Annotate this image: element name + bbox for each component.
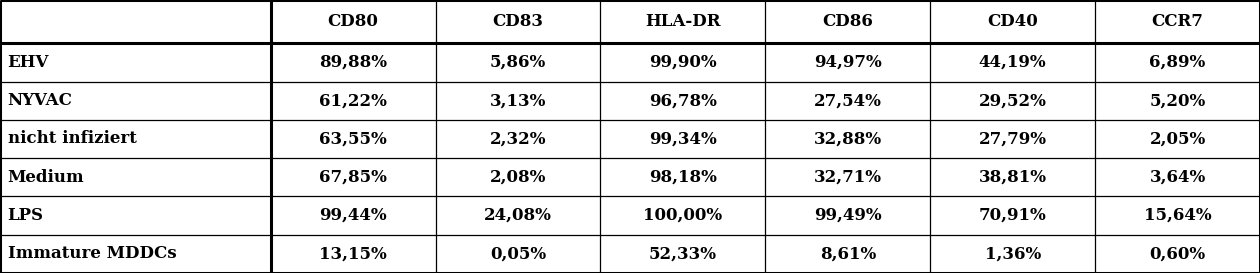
- Text: 6,89%: 6,89%: [1149, 54, 1206, 71]
- Text: CD80: CD80: [328, 13, 378, 30]
- Text: CD86: CD86: [823, 13, 873, 30]
- Text: Immature MDDCs: Immature MDDCs: [8, 245, 176, 262]
- Text: 52,33%: 52,33%: [649, 245, 717, 262]
- Text: 99,90%: 99,90%: [649, 54, 717, 71]
- Text: 98,18%: 98,18%: [649, 169, 717, 186]
- Text: 13,15%: 13,15%: [319, 245, 387, 262]
- Text: 5,20%: 5,20%: [1149, 92, 1206, 109]
- Text: Medium: Medium: [8, 169, 84, 186]
- Text: 100,00%: 100,00%: [644, 207, 722, 224]
- Text: 32,71%: 32,71%: [814, 169, 882, 186]
- Text: NYVAC: NYVAC: [8, 92, 72, 109]
- Text: 99,34%: 99,34%: [649, 130, 717, 147]
- Text: CCR7: CCR7: [1152, 13, 1203, 30]
- Text: 44,19%: 44,19%: [979, 54, 1047, 71]
- Text: 63,55%: 63,55%: [319, 130, 387, 147]
- Text: 5,86%: 5,86%: [490, 54, 546, 71]
- Text: nicht infiziert: nicht infiziert: [8, 130, 136, 147]
- Text: CD40: CD40: [988, 13, 1038, 30]
- Text: 3,13%: 3,13%: [490, 92, 546, 109]
- Text: 2,05%: 2,05%: [1149, 130, 1206, 147]
- Text: 27,79%: 27,79%: [979, 130, 1047, 147]
- Text: 0,05%: 0,05%: [490, 245, 546, 262]
- Text: 99,49%: 99,49%: [814, 207, 882, 224]
- Text: 94,97%: 94,97%: [814, 54, 882, 71]
- Text: 32,88%: 32,88%: [814, 130, 882, 147]
- Text: 2,32%: 2,32%: [490, 130, 547, 147]
- Text: 67,85%: 67,85%: [319, 169, 387, 186]
- Text: 27,54%: 27,54%: [814, 92, 882, 109]
- Text: 15,64%: 15,64%: [1144, 207, 1211, 224]
- Text: EHV: EHV: [8, 54, 49, 71]
- Text: 70,91%: 70,91%: [979, 207, 1047, 224]
- Text: 96,78%: 96,78%: [649, 92, 717, 109]
- Text: CD83: CD83: [493, 13, 543, 30]
- Text: LPS: LPS: [8, 207, 44, 224]
- Text: 2,08%: 2,08%: [490, 169, 546, 186]
- Text: 3,64%: 3,64%: [1149, 169, 1206, 186]
- Text: 29,52%: 29,52%: [979, 92, 1047, 109]
- Text: 89,88%: 89,88%: [319, 54, 387, 71]
- Text: 8,61%: 8,61%: [820, 245, 876, 262]
- Text: 24,08%: 24,08%: [484, 207, 552, 224]
- Text: 61,22%: 61,22%: [319, 92, 387, 109]
- Text: 99,44%: 99,44%: [319, 207, 387, 224]
- Text: 38,81%: 38,81%: [979, 169, 1047, 186]
- Text: HLA-DR: HLA-DR: [645, 13, 721, 30]
- Text: 0,60%: 0,60%: [1149, 245, 1206, 262]
- Text: 1,36%: 1,36%: [984, 245, 1041, 262]
